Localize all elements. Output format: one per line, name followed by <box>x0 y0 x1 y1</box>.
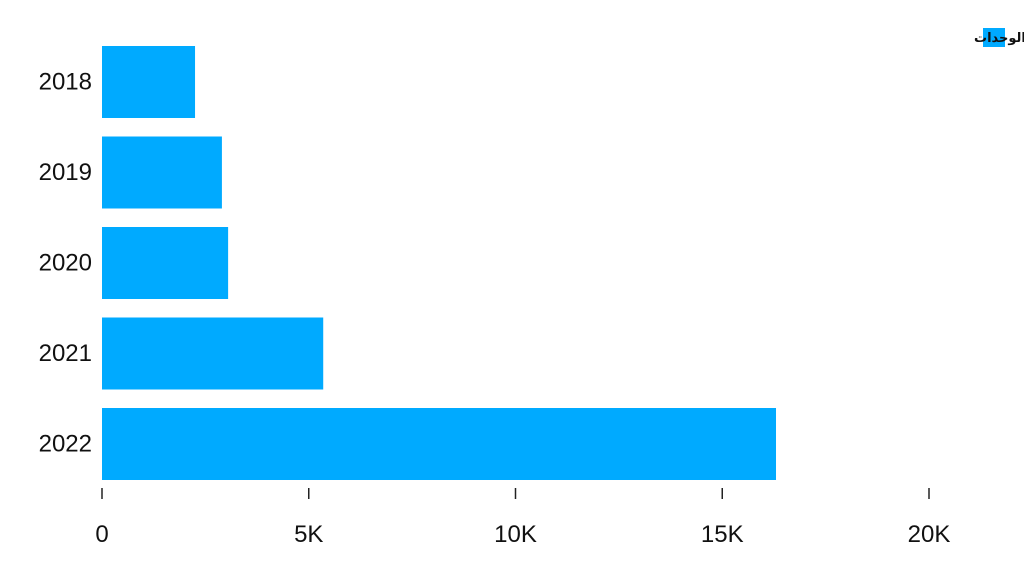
bar-2020 <box>102 227 229 299</box>
y-tick-label-2018: 2018 <box>39 69 92 96</box>
bars <box>102 46 777 480</box>
x-axis: 0 5K 10K 15K 20K <box>95 488 950 548</box>
x-tick-label: 10K <box>494 521 537 548</box>
legend-label: عدد الوحدات <box>974 31 1024 46</box>
bar-2018 <box>102 46 196 118</box>
x-tick-label: 0 <box>95 521 108 548</box>
y-tick-label-2019: 2019 <box>39 159 92 186</box>
x-tick-label: 20K <box>908 521 951 548</box>
y-tick-label-2021: 2021 <box>39 340 92 367</box>
x-tick-label: 5K <box>294 521 323 548</box>
bar-2019 <box>102 136 222 209</box>
x-tick-label: 15K <box>701 521 744 548</box>
y-tick-label-2020: 2020 <box>39 250 92 277</box>
legend: عدد الوحدات <box>974 28 1024 47</box>
legend-swatch <box>983 28 1005 47</box>
bar-2022 <box>102 408 777 480</box>
bar-2021 <box>102 317 324 390</box>
y-axis-labels: 2018 2019 2020 2021 2022 <box>39 69 92 458</box>
y-tick-label-2022: 2022 <box>39 431 92 458</box>
